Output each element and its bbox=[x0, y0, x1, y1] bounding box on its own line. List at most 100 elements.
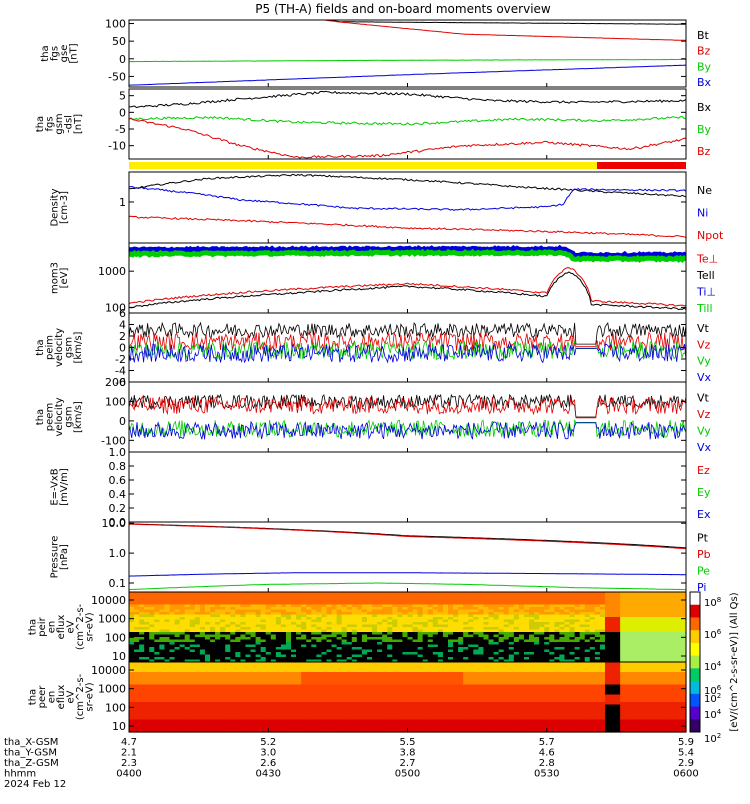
legend-bx: Bx bbox=[697, 76, 712, 89]
ylabel-line: [nT] bbox=[73, 114, 84, 134]
legend-te⊥: Te⊥ bbox=[696, 252, 718, 265]
ytick-label: 0 bbox=[119, 106, 126, 119]
legend-by: By bbox=[697, 60, 712, 73]
panel-peim_vel: 6420-2-4-6thapeimvelocitygsm[km/s]VtVzVy… bbox=[35, 307, 712, 389]
ytick-label: 100 bbox=[105, 18, 126, 31]
ytick-label: -10 bbox=[108, 140, 126, 153]
legend-vx: Vx bbox=[697, 441, 712, 454]
ytick-label: 1000 bbox=[98, 613, 126, 626]
heatmap-cells-peir_spec bbox=[129, 592, 687, 663]
series-bx bbox=[129, 65, 686, 85]
ytick-label: -5 bbox=[115, 123, 126, 136]
ytick-label: -50 bbox=[108, 70, 126, 83]
legend-by: By bbox=[697, 123, 712, 136]
ytick-label: 0.6 bbox=[109, 474, 127, 487]
ytick-label: 1.0 bbox=[109, 446, 127, 459]
ytick-label: 100 bbox=[105, 631, 126, 644]
ylabel-line: [eV] bbox=[59, 268, 70, 289]
series-ne bbox=[129, 174, 686, 197]
legend-ti⊥: Ti⊥ bbox=[696, 285, 716, 298]
ylabel-line: [mV/m] bbox=[59, 468, 70, 506]
ylabel-line: [km/s] bbox=[73, 331, 84, 363]
legend-vt: Vt bbox=[697, 391, 710, 404]
legend-pe: Pe bbox=[697, 564, 710, 577]
heatmap-cells-peer_spec bbox=[129, 662, 687, 733]
legend-vx: Vx bbox=[697, 371, 712, 384]
legend-ni: Ni bbox=[697, 207, 708, 220]
ylabel-line: sr-eV) bbox=[85, 612, 96, 641]
panel-frame bbox=[129, 382, 686, 452]
ytick-label: 1000 bbox=[98, 265, 126, 278]
legend-bz: Bz bbox=[697, 145, 711, 158]
series-bt bbox=[129, 18, 686, 24]
legend-ne: Ne bbox=[697, 184, 712, 197]
ytick-label: 0.1 bbox=[109, 577, 127, 590]
ytick-label: 0.8 bbox=[109, 460, 127, 473]
legend-vz: Vz bbox=[697, 408, 711, 421]
series-ni bbox=[129, 187, 686, 211]
legend-till: Till bbox=[696, 302, 713, 315]
legend-vt: Vt bbox=[697, 322, 710, 335]
series-bz bbox=[129, 18, 686, 40]
series-by bbox=[129, 59, 686, 61]
series-by bbox=[129, 117, 686, 125]
ytick-label: 10.0 bbox=[102, 517, 127, 530]
panel-frame bbox=[129, 20, 686, 87]
series-te⊥ bbox=[129, 268, 686, 307]
series-tell bbox=[129, 272, 686, 310]
chart-title: P5 (TH-A) fields and on-board moments ov… bbox=[255, 2, 551, 16]
mode-bar-slow bbox=[129, 162, 597, 169]
legend-vy: Vy bbox=[697, 424, 711, 437]
ytick-label: 50 bbox=[112, 35, 126, 48]
series-bz bbox=[129, 119, 686, 159]
legend-bt: Bt bbox=[697, 29, 710, 42]
ylabel-line: [nT] bbox=[68, 43, 79, 63]
legend-vy: Vy bbox=[697, 355, 711, 368]
legend-vz: Vz bbox=[697, 338, 711, 351]
legend-pt: Pt bbox=[697, 531, 709, 544]
ytick-label: 200 bbox=[105, 376, 126, 389]
series-vt bbox=[129, 395, 686, 418]
ylabel-line: [km/s] bbox=[73, 401, 84, 433]
series-vz bbox=[129, 397, 686, 418]
ytick-label: 0.2 bbox=[109, 502, 127, 515]
ytick-label: 1 bbox=[119, 196, 126, 209]
series-vx bbox=[129, 344, 686, 362]
panel-frame bbox=[129, 172, 686, 243]
legend-bx: Bx bbox=[697, 101, 712, 114]
panel-frame bbox=[129, 452, 686, 522]
ytick-label: 10000 bbox=[91, 594, 126, 607]
ytick-label: 100 bbox=[105, 395, 126, 408]
legend-tell: Tell bbox=[696, 269, 715, 282]
panel-peem_vel: 2001000-100thapeemvelocitygsm[km/s]VtVzV… bbox=[35, 376, 712, 454]
legend-bz: Bz bbox=[697, 45, 711, 58]
ytick-label: 10 bbox=[112, 650, 126, 663]
panel-peir_spec: 10000100010010thapeirenefluxeV(cm^2-s-sr… bbox=[28, 592, 687, 663]
series-bx bbox=[129, 91, 686, 107]
ylabel-line: [cm-3] bbox=[59, 191, 70, 224]
legend-ez: Ez bbox=[697, 464, 710, 477]
legend-ex: Ex bbox=[697, 508, 711, 521]
mode-bar-fast bbox=[597, 162, 686, 169]
ytick-label: 5 bbox=[119, 90, 126, 103]
panel-peer_spec: 10000100010010thapeerenefluxeV(cm^2-s-sr… bbox=[28, 662, 687, 733]
ytick-label: 0.4 bbox=[109, 488, 127, 501]
series-pi bbox=[129, 573, 686, 576]
legend-npot: Npot bbox=[697, 229, 724, 242]
ytick-label: 0 bbox=[119, 53, 126, 66]
legend-ey: Ey bbox=[697, 486, 711, 499]
ytick-label: 1.0 bbox=[109, 547, 127, 560]
series-npot bbox=[129, 216, 686, 237]
panel-frame bbox=[129, 313, 686, 382]
panel-frame bbox=[129, 522, 686, 592]
ytick-label: 0 bbox=[119, 415, 126, 428]
ylabel-line: [nPa] bbox=[59, 544, 70, 570]
